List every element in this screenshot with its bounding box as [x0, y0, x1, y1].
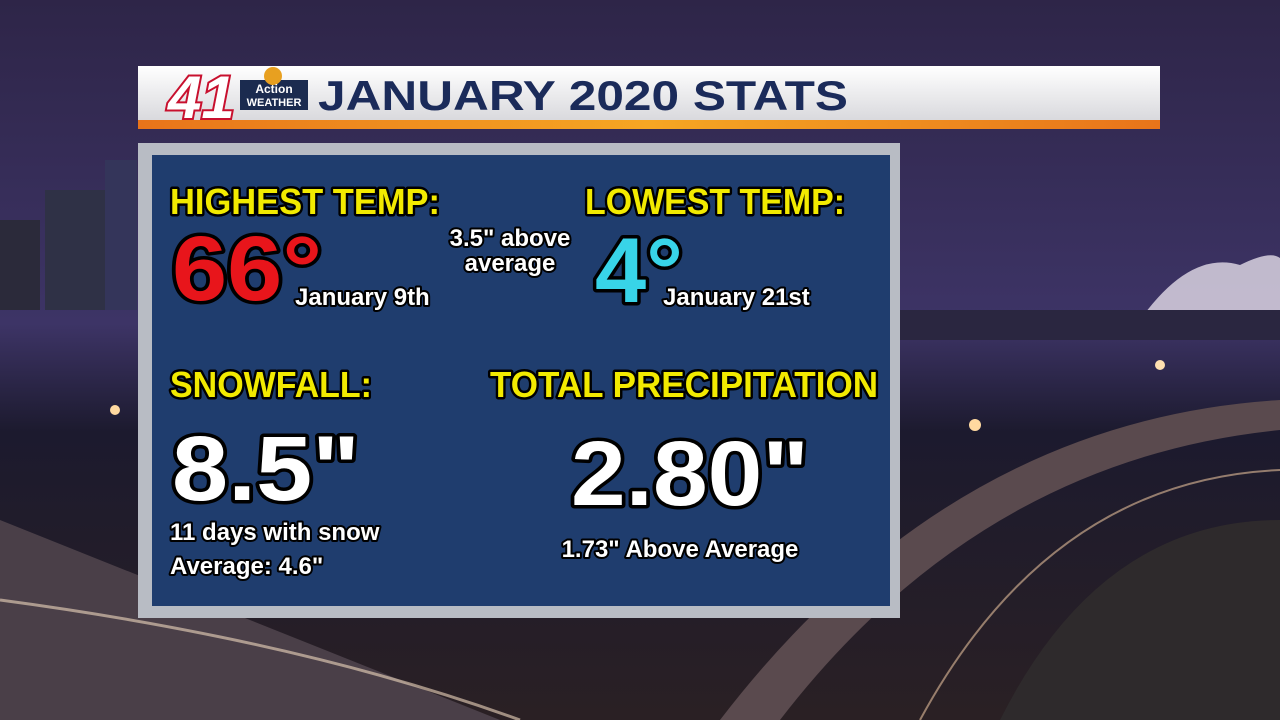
note-line: average — [465, 250, 556, 277]
banner-stripe — [138, 120, 1160, 129]
banner — [138, 66, 1160, 122]
snowfall-label: SNOWFALL: — [170, 364, 372, 405]
precipitation-note: 1.73" Above Average — [562, 536, 799, 563]
highest-temp-label: HIGHEST TEMP: — [170, 181, 440, 222]
note-line: 3.5" above — [450, 225, 571, 252]
lowest-temp-value: 4° — [595, 220, 683, 322]
panel — [152, 155, 890, 606]
snowfall-detail: 11 days with snow — [170, 519, 380, 546]
logo-line1: Action — [255, 82, 292, 96]
logo-line2: WEATHER — [247, 97, 302, 109]
snowfall-value: 8.5" — [172, 418, 360, 520]
lowest-temp-date: January 21st — [663, 284, 810, 311]
highest-temp-value: 66° — [172, 218, 322, 320]
logo-peacock — [264, 67, 282, 85]
logo-number: 41 — [167, 64, 235, 131]
precipitation-label: TOTAL PRECIPITATION — [490, 364, 878, 405]
precipitation-value: 2.80" — [571, 423, 809, 525]
logo-box — [240, 80, 308, 110]
highest-temp-date: January 9th — [295, 284, 430, 311]
lowest-temp-label: LOWEST TEMP: — [585, 181, 845, 222]
title: JANUARY 2020 STATS — [318, 72, 848, 119]
snowfall-detail: Average: 4.6" — [170, 553, 323, 580]
logo: 41 Action WEATHER — [165, 62, 308, 133]
city-scene — [0, 160, 1280, 720]
